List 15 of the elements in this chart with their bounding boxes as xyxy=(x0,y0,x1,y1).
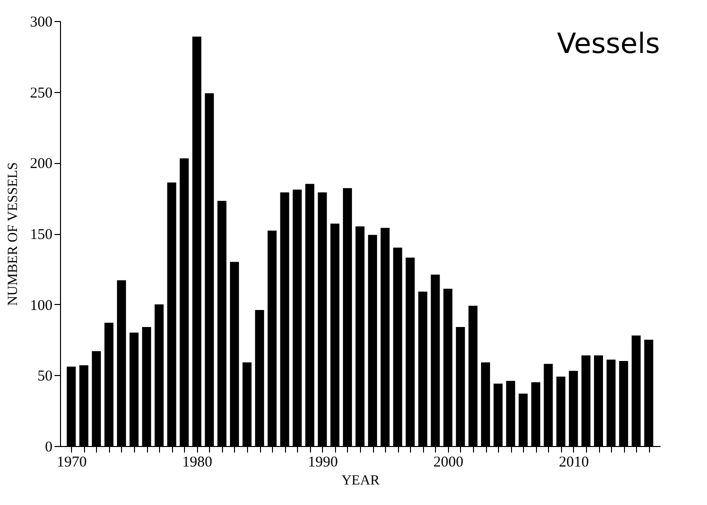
y-tick-label: 150 xyxy=(30,227,52,243)
y-tick-label: 50 xyxy=(38,368,52,385)
x-tick-label: 1990 xyxy=(308,454,338,470)
y-tick-label: 200 xyxy=(30,156,52,172)
y-axis-title: NUMBER OF VESSELS xyxy=(6,162,21,306)
x-tick-label: 1980 xyxy=(182,454,212,470)
chart-title: Vessels xyxy=(557,27,660,60)
x-tick-label: 2010 xyxy=(558,454,589,470)
x-tick-label: 1970 xyxy=(56,454,87,470)
y-tick-label: 250 xyxy=(30,85,52,102)
y-tick-label: 300 xyxy=(30,14,52,30)
y-tick-label: 0 xyxy=(45,440,52,456)
y-tick-label: 100 xyxy=(30,298,52,314)
x-axis-title: YEAR xyxy=(341,474,380,488)
x-tick-label: 2000 xyxy=(433,454,464,470)
